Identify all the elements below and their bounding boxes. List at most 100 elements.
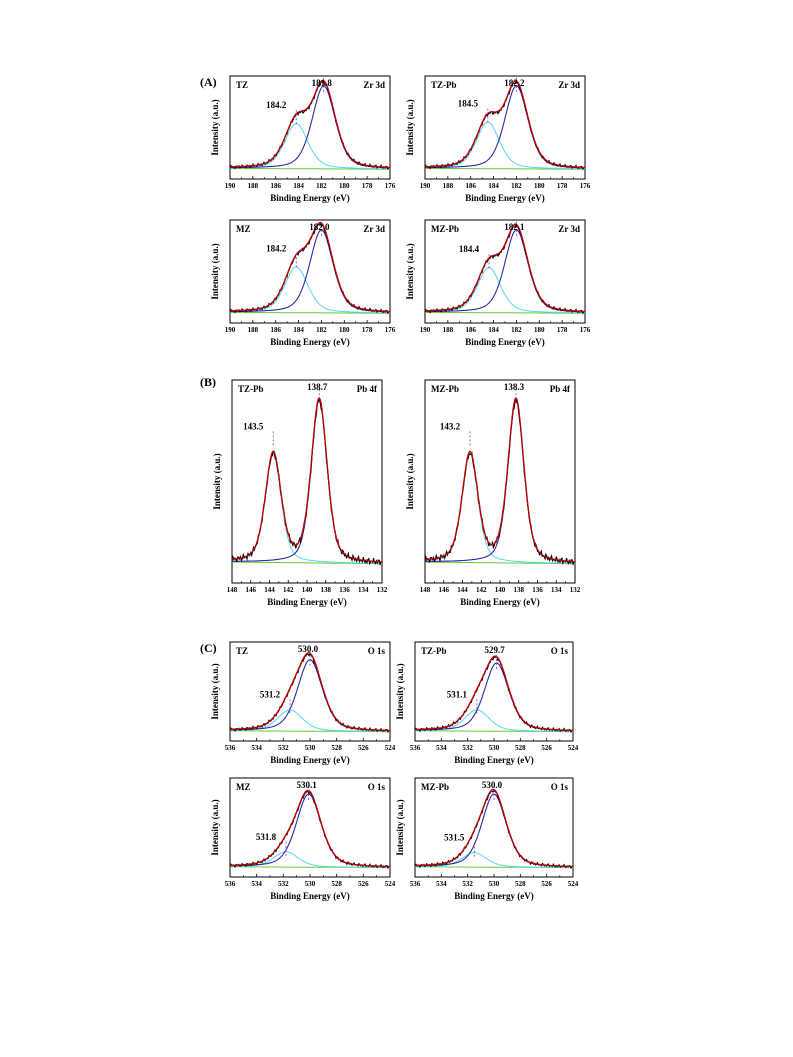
x-tick-label: 178 <box>557 326 568 334</box>
x-tick-label: 528 <box>515 744 526 752</box>
chart-frame <box>424 219 586 324</box>
x-tick-label: 534 <box>251 880 262 888</box>
secondary-peak-series <box>230 266 390 314</box>
x-tick-label: 524 <box>568 880 579 888</box>
raw-data-series <box>424 223 586 315</box>
y-axis-label: Intensity (a.u.) <box>395 663 405 719</box>
x-axis-label: Binding Energy (eV) <box>454 891 534 901</box>
x-tick-label: 182 <box>316 182 327 190</box>
main-peak-series <box>425 229 585 313</box>
secondary-peak-series <box>425 267 585 314</box>
peak-label: 184.4 <box>459 244 480 254</box>
x-tick-label: 532 <box>462 880 473 888</box>
peak-label: 530.0 <box>482 780 503 790</box>
panel-label-c: (C) <box>200 641 217 655</box>
x-tick-label: 140 <box>495 586 506 594</box>
x-tick-label: 524 <box>385 880 396 888</box>
x-tick-label: 182 <box>511 182 522 190</box>
main-peak-series <box>230 229 390 313</box>
x-tick-label: 138 <box>321 586 332 594</box>
x-tick-label: 190 <box>225 182 236 190</box>
x-tick-label: 186 <box>270 326 281 334</box>
main-peak-series <box>230 793 390 868</box>
envelope-series <box>231 396 383 563</box>
y-axis-label: Intensity (a.u.) <box>395 799 405 855</box>
raw-data-series <box>229 789 391 870</box>
x-tick-label: 138 <box>514 586 525 594</box>
x-tick-label: 532 <box>278 880 289 888</box>
x-tick-label: 190 <box>225 326 236 334</box>
x-tick-label: 188 <box>443 182 454 190</box>
x-tick-label: 528 <box>331 744 342 752</box>
peak-label: 143.5 <box>243 421 264 431</box>
peak-label: 531.2 <box>260 689 281 699</box>
envelope-series <box>230 221 391 313</box>
x-tick-label: 178 <box>557 182 568 190</box>
x-tick-label: 190 <box>420 326 431 334</box>
x-tick-label: 182 <box>316 326 327 334</box>
region-label: Zr 3d <box>558 224 580 234</box>
secondary-peak-series <box>425 453 575 564</box>
x-tick-label: 526 <box>541 744 552 752</box>
x-tick-label: 142 <box>283 586 294 594</box>
envelope-series <box>424 396 576 563</box>
x-tick-label: 190 <box>420 182 431 190</box>
peak-label: 138.3 <box>504 382 525 392</box>
peak-label: 531.5 <box>444 833 465 843</box>
region-label: O 1s <box>368 782 386 792</box>
x-tick-label: 178 <box>362 182 373 190</box>
sample-label: MZ <box>236 224 251 234</box>
x-tick-label: 528 <box>515 880 526 888</box>
x-tick-label: 178 <box>362 326 373 334</box>
x-tick-label: 182 <box>511 326 522 334</box>
x-tick-label: 180 <box>339 326 350 334</box>
peak-label: 143.2 <box>440 421 461 431</box>
region-label: Zr 3d <box>558 80 580 90</box>
x-tick-label: 184 <box>293 182 304 190</box>
region-label: O 1s <box>551 646 569 656</box>
peak-label: 184.5 <box>458 99 479 109</box>
x-tick-label: 184 <box>488 182 499 190</box>
panel-label-a: (A) <box>200 75 217 89</box>
sample-label: MZ-Pb <box>431 224 459 234</box>
peak-label: 184.2 <box>266 100 287 110</box>
peak-label: 138.7 <box>307 382 328 392</box>
peak-label: 531.1 <box>447 689 468 699</box>
baseline-series <box>425 311 585 314</box>
baseline-series <box>425 167 585 170</box>
region-label: Zr 3d <box>363 224 385 234</box>
peak-label: 531.8 <box>256 832 277 842</box>
x-tick-label: 186 <box>465 182 476 190</box>
x-tick-label: 536 <box>225 744 236 752</box>
sample-label: MZ <box>236 782 251 792</box>
x-tick-label: 136 <box>339 586 350 594</box>
sample-label: MZ-Pb <box>421 782 449 792</box>
y-axis-label: Intensity (a.u.) <box>210 799 220 855</box>
y-axis-label: Intensity (a.u.) <box>210 99 220 155</box>
envelope-series <box>415 788 573 868</box>
x-tick-label: 530 <box>489 744 500 752</box>
x-tick-label: 146 <box>246 586 257 594</box>
x-tick-label: 144 <box>457 586 468 594</box>
x-tick-label: 532 <box>278 744 289 752</box>
x-tick-label: 180 <box>534 182 545 190</box>
peak-label: 530.0 <box>298 644 319 654</box>
x-tick-label: 526 <box>358 744 369 752</box>
x-tick-label: 140 <box>302 586 313 594</box>
chart-frame <box>231 379 383 584</box>
y-axis-label: Intensity (a.u.) <box>210 243 220 299</box>
secondary-peak-series <box>414 851 573 868</box>
peak-label: 184.2 <box>266 243 287 253</box>
x-tick-label: 524 <box>568 744 579 752</box>
x-tick-label: 536 <box>225 880 236 888</box>
raw-data-series <box>229 221 391 315</box>
x-axis-label: Binding Energy (eV) <box>465 193 545 203</box>
x-tick-label: 176 <box>580 326 591 334</box>
x-axis-label: Binding Energy (eV) <box>270 193 350 203</box>
region-label: O 1s <box>368 646 386 656</box>
x-axis-label: Binding Energy (eV) <box>460 597 540 607</box>
x-tick-label: 144 <box>264 586 275 594</box>
main-peak-series <box>415 793 574 868</box>
x-tick-label: 530 <box>305 880 316 888</box>
baseline-series <box>230 311 390 314</box>
